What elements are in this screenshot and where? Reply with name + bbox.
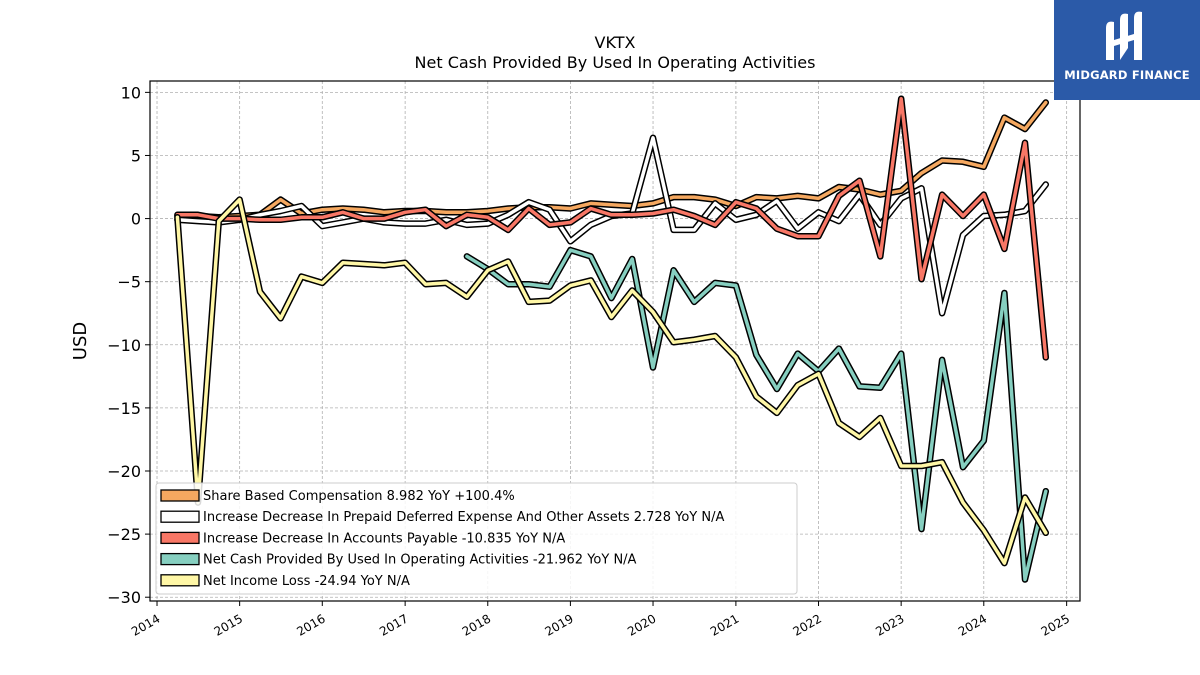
- legend-box: [155, 482, 798, 595]
- chart-title: VKTX: [595, 33, 636, 52]
- legend-swatch: [160, 489, 200, 502]
- legend: Share Based Compensation 8.982 YoY +100.…: [155, 482, 798, 595]
- legend-label: Increase Decrease In Accounts Payable -1…: [203, 531, 565, 546]
- logo-brand-text: MIDGARD FINANCE: [1064, 68, 1190, 82]
- y-tick-label: −25: [107, 525, 141, 544]
- legend-swatch: [160, 552, 200, 566]
- y-tick-label: −20: [107, 462, 141, 481]
- legend-swatch: [160, 531, 200, 545]
- midgard-finance-logo: MIDGARD FINANCE: [1054, 0, 1200, 100]
- chart-subtitle: Net Cash Provided By Used In Operating A…: [415, 53, 816, 72]
- y-tick-label: −30: [107, 588, 141, 607]
- series-line: [175, 96, 1048, 360]
- legend-label: Net Cash Provided By Used In Operating A…: [203, 553, 637, 568]
- y-tick-label: −5: [117, 273, 141, 292]
- legend-swatch: [160, 574, 200, 587]
- y-tick-label: 5: [131, 146, 141, 165]
- midgard-logo-icon: [1106, 11, 1142, 61]
- series-line: [175, 197, 1048, 565]
- series-0: [174, 99, 1050, 221]
- series-lines: [174, 95, 1050, 583]
- y-tick-label: 0: [131, 210, 141, 229]
- series-3: [463, 246, 1050, 583]
- plot-frame: [149, 80, 1081, 602]
- y-axis: 10 5 0 −5 −10 −15 −20 −25 −30: [107, 83, 150, 607]
- series-2: [174, 95, 1050, 361]
- legend-swatch: [160, 510, 200, 523]
- y-axis-label: USD: [70, 322, 91, 360]
- series-line: [465, 248, 1048, 582]
- y-tick-label: −15: [107, 399, 141, 418]
- series-4: [174, 196, 1050, 567]
- legend-label: Increase Decrease In Prepaid Deferred Ex…: [203, 510, 724, 525]
- legend-label: Share Based Compensation 8.982 YoY +100.…: [203, 489, 515, 504]
- series-line: [175, 100, 1048, 220]
- y-tick-label: 10: [121, 83, 141, 102]
- legend-label: Net Income Loss -24.94 YoY N/A: [203, 574, 410, 589]
- y-tick-label: −10: [107, 336, 141, 355]
